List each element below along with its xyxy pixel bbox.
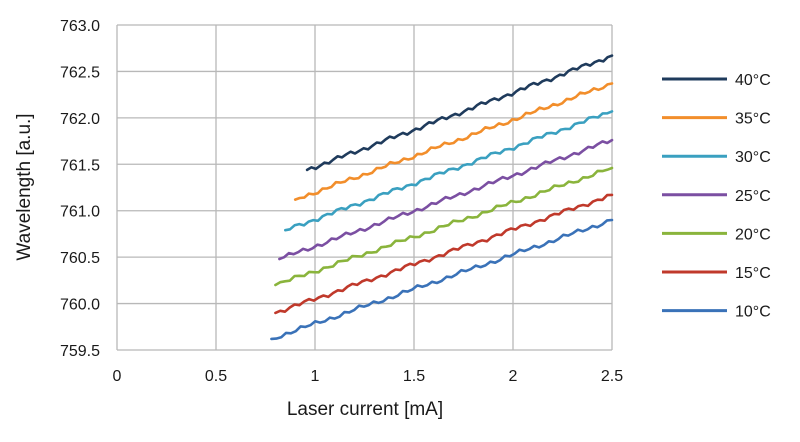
- series-line-20c: [274, 166, 614, 287]
- legend: 40°C 35°C 30°C 25°C 20°C 15°C 10°C: [662, 72, 771, 321]
- series-line-35c: [293, 82, 614, 201]
- y-tick-label: 763.0: [60, 18, 100, 35]
- x-tick-label: 0: [113, 368, 122, 385]
- y-tick-label: 760.0: [60, 297, 100, 314]
- y-axis-title: Wavelength [a.u.]: [14, 113, 35, 260]
- y-tick-label: 759.5: [60, 343, 100, 360]
- y-tick-label: 761.5: [60, 157, 100, 174]
- series-line-10c: [270, 218, 614, 341]
- x-axis-title: Laser current [mA]: [287, 399, 443, 420]
- series-lines: [270, 54, 614, 341]
- x-tick-labels: 0 0.5 1 1.5 2 2.5: [113, 368, 624, 385]
- x-tick-label: 2: [509, 368, 518, 385]
- grid: [116, 24, 613, 351]
- x-tick-label: 2.5: [601, 368, 623, 385]
- legend-label: 10°C: [735, 304, 771, 321]
- legend-label: 25°C: [735, 188, 771, 205]
- x-tick-label: 1.5: [403, 368, 425, 385]
- x-tick-label: 0.5: [205, 368, 227, 385]
- legend-label: 30°C: [735, 149, 771, 166]
- y-tick-label: 761.0: [60, 204, 100, 221]
- y-tick-labels: 759.5 760.0 760.5 761.0 761.5 762.0 762.5 763.0: [60, 18, 100, 360]
- legend-label: 15°C: [735, 265, 771, 282]
- series-line-30c: [283, 110, 614, 232]
- series-line-40c: [305, 54, 614, 172]
- x-tick-label: 1: [311, 368, 320, 385]
- legend-label: 40°C: [735, 72, 771, 89]
- legend-label: 35°C: [735, 111, 771, 128]
- y-tick-label: 762.5: [60, 64, 100, 81]
- series-line-15c: [274, 193, 614, 315]
- legend-label: 20°C: [735, 226, 771, 243]
- y-tick-label: 762.0: [60, 111, 100, 128]
- series-line-25c: [278, 138, 614, 261]
- y-tick-label: 760.5: [60, 250, 100, 267]
